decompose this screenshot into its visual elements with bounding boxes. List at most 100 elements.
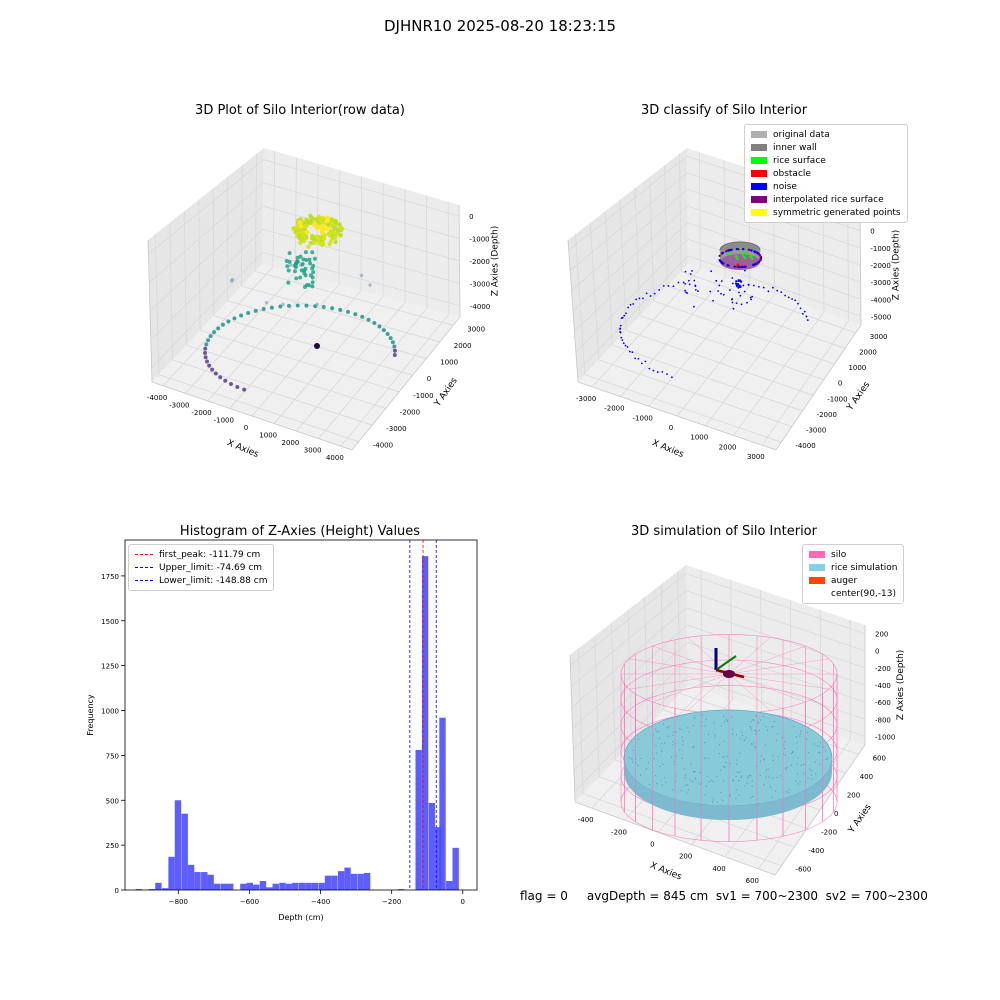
rice-mesh-point xyxy=(751,780,753,782)
rice-mesh-point xyxy=(799,735,801,737)
rice-mesh-point xyxy=(687,784,689,786)
silo-wire xyxy=(728,673,829,690)
y-tick-label: 0 xyxy=(838,380,842,388)
y-tick-label: 400 xyxy=(860,773,873,781)
rice-mesh-point xyxy=(729,795,731,797)
rice-mesh-point xyxy=(678,728,680,730)
panel1-title: 3D Plot of Silo Interior(row data) xyxy=(195,103,405,118)
rice-mesh-point xyxy=(693,770,695,773)
x-tick-label: −400 xyxy=(311,898,330,906)
histogram-bar xyxy=(337,871,345,890)
noise-point xyxy=(662,284,665,287)
gridline xyxy=(573,658,688,771)
rice-mesh-point xyxy=(672,740,674,743)
data-point xyxy=(284,258,289,263)
rice-mesh-point xyxy=(807,777,809,779)
x-tick-label: −800 xyxy=(169,898,188,906)
rice-mesh-point xyxy=(720,725,722,727)
histogram-bar xyxy=(324,875,332,890)
rice-mesh-point xyxy=(661,743,663,745)
rice-mesh-point xyxy=(656,752,658,754)
data-point xyxy=(307,257,312,262)
gridline xyxy=(162,266,274,387)
rice-surface-point xyxy=(743,256,747,260)
noise-point xyxy=(752,284,755,287)
legend-entry: rice simulation xyxy=(809,561,897,574)
rice-mesh-point xyxy=(765,726,767,728)
gridline xyxy=(568,155,688,251)
rice-mesh-point xyxy=(750,796,752,799)
rice-mesh-point xyxy=(682,740,684,742)
noise-point xyxy=(677,281,680,284)
x-tick-label: 2000 xyxy=(282,439,300,447)
rice-mesh-point xyxy=(717,801,719,803)
data-point xyxy=(359,273,364,278)
noise-point xyxy=(638,297,641,300)
surface-point xyxy=(752,263,755,267)
panel4-3d-axes[interactable]: -400 -200 0 200 400 600 600 400 200 0 -200 -400 -600… xyxy=(500,520,1000,900)
rice-mesh-point xyxy=(740,776,742,779)
noise-point xyxy=(624,344,627,347)
y-tick-label: 2000 xyxy=(454,342,472,350)
data-point xyxy=(210,367,215,372)
panel1-3d-axes[interactable]: -4000-3000-2000-100001000200030004000300… xyxy=(0,120,500,540)
gridline xyxy=(686,590,866,652)
data-point xyxy=(305,219,310,225)
rice-mesh-point xyxy=(800,764,802,766)
plot-frame xyxy=(124,539,478,891)
noise-point xyxy=(737,279,740,283)
x-tick-label: -2000 xyxy=(604,405,624,413)
axis-edge xyxy=(574,801,776,876)
noise-point xyxy=(767,290,770,293)
rice-mesh-point xyxy=(791,764,793,766)
rice-mesh-point xyxy=(776,733,778,735)
noise-point xyxy=(661,370,664,373)
data-point xyxy=(311,222,317,228)
data-point xyxy=(337,222,342,227)
data-point xyxy=(308,261,313,266)
gridline xyxy=(687,238,861,300)
rice-mesh-point xyxy=(672,789,674,791)
gridline xyxy=(158,374,359,443)
noise-point xyxy=(634,357,637,360)
legend-label: original data xyxy=(773,129,830,140)
histogram-bar xyxy=(421,556,429,890)
gridline xyxy=(172,359,373,426)
histogram-chart[interactable]: −800 −600 −400 −200 0 0 250 500 750 1000 1250 1500 1… xyxy=(0,520,500,940)
z-tick-label: -1000 xyxy=(469,236,489,244)
rice-mesh-point xyxy=(738,794,740,796)
z-axis-label: Z Axies (Depth) xyxy=(491,226,501,297)
data-point xyxy=(345,309,350,314)
data-point xyxy=(253,308,258,313)
rice-mesh-point xyxy=(793,725,795,728)
x-tick-label: 0 xyxy=(244,424,248,432)
gridline xyxy=(648,285,751,407)
rice-surface-point xyxy=(728,252,731,255)
histogram-bar xyxy=(174,800,182,890)
rice-surface-point xyxy=(750,255,753,258)
x-tick-label: -400 xyxy=(578,816,594,824)
rice-mesh-point xyxy=(725,719,727,721)
rice-mesh-point xyxy=(718,744,721,746)
rice-mesh-point xyxy=(714,734,716,736)
rice-mesh-point xyxy=(796,773,799,775)
z-tick-label: -5000 xyxy=(871,313,891,321)
gridline xyxy=(761,320,849,446)
data-point xyxy=(203,350,208,355)
legend-line xyxy=(135,580,153,581)
surface-point xyxy=(738,265,741,269)
surface-point xyxy=(753,250,756,253)
noise-point xyxy=(738,291,740,294)
legend-swatch xyxy=(809,577,825,584)
noise-point xyxy=(648,367,651,370)
silo-wire xyxy=(629,673,730,690)
y-axis-label: Y Axies xyxy=(432,376,460,409)
rice-mesh-point xyxy=(735,789,737,791)
gridline xyxy=(704,302,800,426)
noise-point xyxy=(751,295,754,298)
rice-mesh-point xyxy=(722,765,725,768)
rice-mesh-point xyxy=(763,784,765,786)
rice-mesh-point xyxy=(746,782,748,785)
rice-mesh-point xyxy=(810,774,813,776)
gridline xyxy=(582,793,782,867)
